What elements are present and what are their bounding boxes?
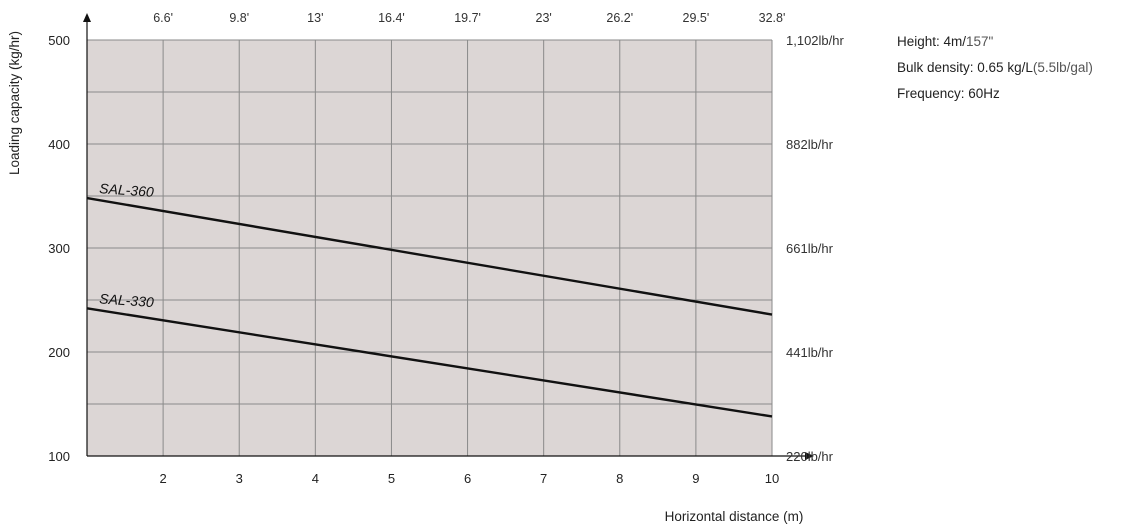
height-note: Height: 4m/157" <box>897 34 993 49</box>
top-tick-label: 26.2' <box>606 11 633 25</box>
frequency-note: Frequency: 60Hz <box>897 86 1000 101</box>
x-tick-label: 3 <box>236 471 243 486</box>
x-tick-label: 5 <box>388 471 395 486</box>
x-axis-arrow-icon <box>805 452 814 460</box>
bulk-density-imperial: (5.5lb/gal) <box>1032 60 1093 75</box>
height-label: Height: 4m/ <box>897 34 967 49</box>
right-tick-label: 882lb/hr <box>786 137 834 152</box>
x-tick-label: 10 <box>765 471 779 486</box>
series-line <box>86 196 773 316</box>
y-tick-label: 300 <box>48 241 70 256</box>
x-tick-label: 7 <box>540 471 547 486</box>
x-tick-label: 6 <box>464 471 471 486</box>
x-tick-label: 2 <box>159 471 166 486</box>
x-axis-title: Horizontal distance (m) <box>665 509 804 524</box>
bulk-density-label: Bulk density: 0.65 kg/L <box>897 60 1033 75</box>
top-tick-label: 16.4' <box>378 11 405 25</box>
top-tick-label: 13' <box>307 11 323 25</box>
top-tick-label: 9.8' <box>229 11 249 25</box>
series-label: SAL-360 <box>99 180 155 200</box>
y-tick-label: 500 <box>48 33 70 48</box>
top-tick-label: 29.5' <box>683 11 710 25</box>
series-label: SAL-330 <box>99 290 155 310</box>
right-tick-label: 220lb/hr <box>786 449 834 464</box>
y-axis-arrow-icon <box>83 13 91 22</box>
y-tick-label: 400 <box>48 137 70 152</box>
y-tick-label: 100 <box>48 449 70 464</box>
y-axis-title: Loading capacity (kg/hr) <box>7 31 22 175</box>
top-tick-label: 23' <box>536 11 552 25</box>
y-tick-label: 200 <box>48 345 70 360</box>
x-tick-label: 8 <box>616 471 623 486</box>
right-tick-label: 1,102lb/hr <box>786 33 844 48</box>
bulk-density-note: Bulk density: 0.65 kg/L(5.5lb/gal) <box>897 60 1093 75</box>
height-inches: 157" <box>966 34 994 49</box>
right-tick-label: 441lb/hr <box>786 345 834 360</box>
top-tick-label: 32.8' <box>759 11 786 25</box>
top-tick-label: 19.7' <box>454 11 481 25</box>
right-tick-label: 661lb/hr <box>786 241 834 256</box>
series-line <box>86 307 773 418</box>
top-tick-label: 6.6' <box>153 11 173 25</box>
x-tick-label: 4 <box>312 471 319 486</box>
x-tick-label: 9 <box>692 471 699 486</box>
